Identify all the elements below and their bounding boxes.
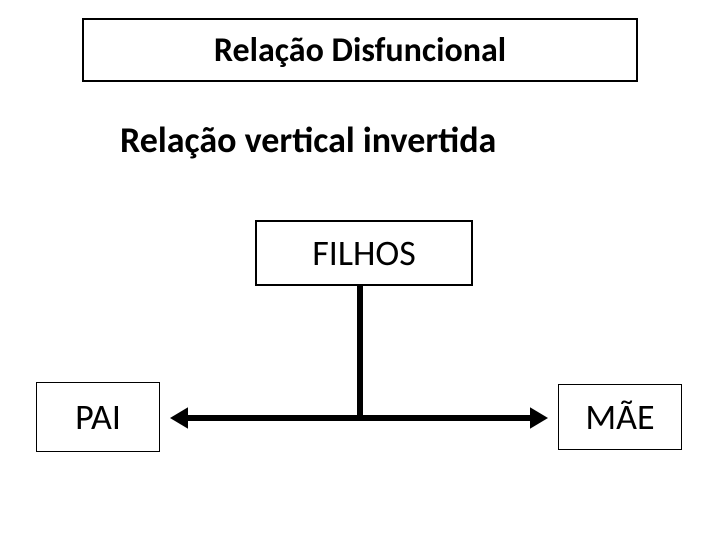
node-pai-label: PAI — [75, 395, 121, 439]
node-filhos: FILHOS — [255, 220, 473, 286]
node-mae: MÃE — [558, 384, 682, 450]
arrowhead-right-icon — [530, 407, 548, 429]
node-pai: PAI — [36, 382, 160, 452]
node-filhos-label: FILHOS — [312, 231, 416, 275]
node-mae-label: MÃE — [585, 395, 654, 439]
diagram-canvas: Relação Disfuncional Relação vertical in… — [0, 0, 720, 540]
arrowhead-left-icon — [170, 407, 188, 429]
